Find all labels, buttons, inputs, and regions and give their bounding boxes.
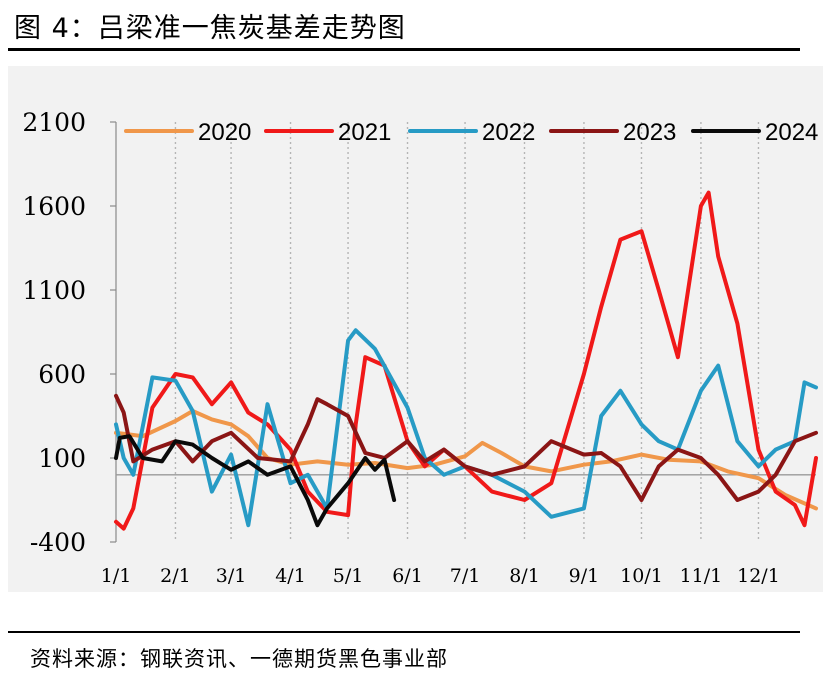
y-tick-label: 100: [38, 444, 86, 473]
y-tick-label: 2100: [22, 108, 86, 137]
basis-chart: 2100 1600 1100 600 100 -400 1/1 2/1 3/1 4/1 5/1 6/1…: [22, 108, 818, 587]
x-tick-label: 12/1: [737, 565, 780, 587]
series-line-2020: [114, 409, 818, 511]
x-tick-label: 6/1: [392, 565, 423, 587]
x-tick-label: 8/1: [509, 565, 540, 587]
x-tick-label: 9/1: [569, 565, 600, 587]
series-line-2022: [114, 328, 818, 528]
series-line-2023: [114, 393, 818, 502]
x-tick-label: 4/1: [275, 565, 306, 587]
legend-label-2024: 2024: [765, 119, 818, 146]
x-tick-label: 1/1: [101, 565, 132, 587]
x-tick-label: 3/1: [216, 565, 247, 587]
y-tick-label: 1600: [22, 192, 86, 221]
y-tick-label: 1100: [22, 276, 86, 305]
x-tick-label: 7/1: [450, 565, 481, 587]
title-rule: [8, 48, 800, 51]
x-tick-label: 2/1: [160, 565, 191, 587]
figure-title: 图 4：吕梁准一焦炭基差走势图: [14, 13, 406, 44]
x-tick-label: 5/1: [333, 565, 364, 587]
legend-label-2022: 2022: [482, 119, 535, 146]
series-line-2024: [114, 434, 397, 528]
source-rule: [8, 631, 800, 633]
y-tick-label: 600: [38, 360, 86, 389]
source-note: 资料来源：钢联资讯、一德期货黑色事业部: [30, 647, 448, 671]
legend-label-2023: 2023: [623, 119, 676, 146]
legend-label-2021: 2021: [338, 119, 391, 146]
legend-label-2020: 2020: [198, 119, 251, 146]
x-tick-label: 11/1: [680, 565, 723, 587]
x-tick-label: 10/1: [620, 565, 663, 587]
y-tick-label: -400: [30, 528, 86, 557]
chart-panel: 2100 1600 1100 600 100 -400 1/1 2/1 3/1 4/1 5/1 6/1…: [8, 66, 823, 592]
